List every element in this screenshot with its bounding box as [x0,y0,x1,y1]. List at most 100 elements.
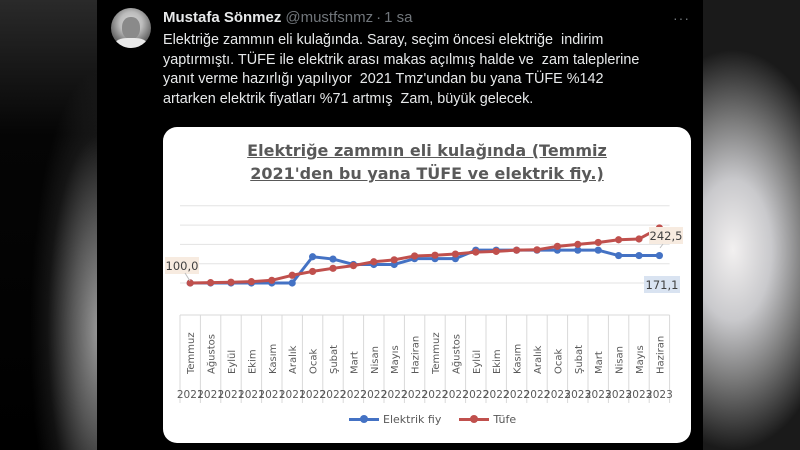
x-axis-month-label: Ekim [247,349,258,374]
x-axis-month-label: Nisan [370,346,381,374]
legend-item-elektrik: Elektrik fiy [349,413,441,426]
x-axis-year-label: 2021 [258,389,285,401]
legend-label-elektrik: Elektrik fiy [383,413,442,426]
x-axis-month-label: Eylül [472,350,483,374]
x-axis-month-label: Aralık [288,345,299,374]
x-axis-year-label: 2022 [360,389,387,401]
x-axis-year-label: 2022 [381,389,408,401]
x-axis-month-label: Temmuz [186,332,197,375]
data-point-marker [574,246,582,254]
data-point-marker [349,262,357,270]
data-label-tufe-end: 242,5 [650,229,683,243]
x-axis-month-label: Kasım [513,344,524,374]
data-point-marker [655,251,663,260]
x-axis-year-label: 2022 [299,389,326,401]
data-label-tufe-end-bg [649,227,683,244]
tufe-line [190,226,661,285]
chart-title-line-2: 2021'den bu yana TÜFE ve elektrik fiy.) [250,164,604,183]
x-axis-month-label: Mart [349,351,360,374]
data-point-marker [329,264,337,272]
tweet-header: Mustafa Sönmez @mustfsnmz · 1 sa [163,9,412,27]
x-axis-month-label: Aralık [533,345,544,374]
data-point-marker [329,255,337,263]
author-handle[interactable]: @mustfsnmz [285,9,374,26]
data-point-marker [247,278,255,286]
legend-label-tufe: Tüfe [493,413,517,426]
legend-line-blue-icon [349,415,379,423]
separator-dot: · [376,9,382,26]
x-axis-month-label: Mayıs [390,345,401,374]
x-axis-year-label: 2022 [442,389,469,401]
x-axis-year-label: 2022 [401,389,428,401]
x-axis-month-label: Ağustos [206,334,218,374]
x-axis-month-label: Mayıs [635,345,646,374]
x-axis-month-label: Ağustos [450,334,462,374]
x-axis-month-label: Eylül [227,350,238,374]
chart-image[interactable]: Elektriğe zammın eli kulağında (Temmiz 2… [163,127,691,443]
data-point-marker [268,276,276,284]
data-point-marker [594,246,602,254]
data-point-marker [513,246,521,254]
data-point-marker [451,250,459,258]
line-chart: Temmuz Ağustos Eylül Ekim Kasım Aralık Ocak Şub… [165,205,683,403]
x-axis-year-label: 2021 [218,389,245,401]
x-axis-year-label: 2023 [605,389,632,401]
data-point-marker [370,258,378,266]
data-point-marker [390,256,398,264]
leader-line [184,272,191,282]
data-point-marker [594,238,602,247]
x-axis-month-label: Ocak [309,349,320,374]
x-axis-year-label: 2022 [340,389,367,401]
more-options-icon[interactable]: ··· [673,10,690,26]
data-point-marker [553,242,561,250]
data-point-marker [431,251,439,259]
x-axis-month-label: Haziran [411,336,422,374]
avatar-shirt [115,38,147,48]
data-point-marker [227,278,235,286]
tweet: Mustafa Sönmez @mustfsnmz · 1 sa ··· Ele… [97,0,703,450]
data-point-marker [635,235,643,243]
data-point-marker [288,279,296,287]
x-axis-year-label: 2023 [646,389,673,401]
author-name[interactable]: Mustafa Sönmez [163,9,282,26]
x-axis-month-label: Ekim [492,349,503,374]
x-axis-year-label: 2021 [197,389,224,401]
data-point-marker [186,279,194,287]
data-point-marker [472,248,480,256]
x-axis-year-label: 2022 [483,389,510,401]
data-point-marker [574,240,582,248]
data-label-start: 100,0 [166,259,199,273]
data-label-elektrik-end-bg [644,276,680,293]
leader-line [659,243,664,249]
data-point-marker [309,267,317,276]
avatar[interactable] [111,8,151,48]
chart-title: Elektriğe zammın eli kulağında (Temmiz 2… [163,139,691,185]
avatar-face [122,17,140,39]
data-point-marker [207,279,215,287]
data-point-marker [635,251,643,260]
x-axis-year-label: 2022 [320,389,347,401]
x-axis-year-label: 2021 [177,389,204,401]
x-axis-month-label: Nisan [615,346,626,374]
x-axis-year-label: 2023 [585,389,612,401]
legend-line-red-icon [459,415,490,423]
x-axis-month-label: Temmuz [431,332,442,375]
x-axis-year-label: 2022 [462,389,489,401]
x-axis-month-label: Mart [594,351,605,374]
data-point-marker [309,253,317,261]
data-point-marker [615,236,623,244]
x-axis-year-label: 2021 [238,389,265,401]
data-point-marker [615,251,623,260]
x-axis-month-label: Ocak [553,349,564,374]
timestamp[interactable]: 1 sa [384,9,413,26]
tweet-text: Elektriğe zammın eli kulağında. Saray, s… [163,32,640,107]
x-axis-year-label: 2021 [279,389,306,401]
x-axis-year-label: 2023 [564,389,591,401]
x-axis-month-label: Şubat [329,345,340,374]
background-blur-left [0,0,97,450]
background-blur-right [703,0,800,450]
data-point-marker [288,271,296,279]
x-axis-year-label: 2023 [544,389,571,401]
data-label-start-bg [165,257,199,274]
data-point-marker [533,246,541,254]
